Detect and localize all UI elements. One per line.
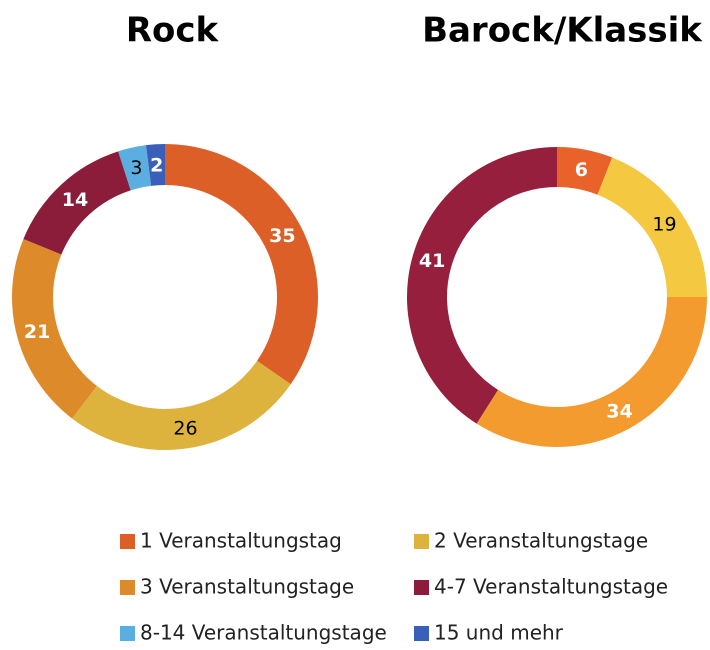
donut-segment (597, 157, 707, 297)
data-label: 19 (652, 213, 676, 235)
donut-segment (23, 151, 131, 255)
data-label: 34 (606, 400, 632, 422)
legend-label: 8-14 Veranstaltungstage (140, 621, 387, 645)
donut-segment (165, 144, 319, 385)
donut-segment (476, 297, 707, 448)
data-label: 35 (269, 225, 295, 247)
donut-segment (146, 144, 165, 186)
donut-segment (406, 147, 557, 424)
legend-swatch (120, 626, 135, 641)
data-label: 41 (419, 250, 445, 272)
legend-swatch (120, 580, 135, 595)
legend-swatch (414, 534, 429, 549)
legend-swatch (414, 580, 429, 595)
donut-segment (72, 360, 291, 450)
legend-label: 4-7 Veranstaltungstage (434, 575, 668, 599)
legend-label: 1 Veranstaltungstag (140, 529, 342, 553)
legend-swatch (414, 626, 429, 641)
data-label: 21 (24, 321, 50, 343)
chart-title: Rock (126, 11, 220, 51)
data-label: 3 (130, 157, 142, 179)
data-label: 26 (173, 417, 197, 439)
data-label: 14 (62, 189, 88, 211)
legend-label: 2 Veranstaltungstage (434, 529, 648, 553)
donut-segment (12, 238, 97, 419)
legend-swatch (120, 534, 135, 549)
data-label: 6 (575, 159, 588, 181)
legend-label: 15 und mehr (434, 621, 564, 645)
legend-label: 3 Veranstaltungstage (140, 575, 354, 599)
donut-segment (118, 145, 152, 191)
chart-title: Barock/Klassik (422, 11, 703, 51)
data-label: 2 (150, 154, 163, 176)
donut-segment (557, 147, 613, 195)
